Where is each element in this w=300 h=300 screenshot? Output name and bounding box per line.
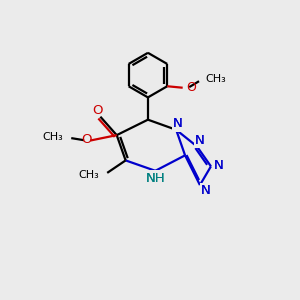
Text: N: N <box>200 184 210 197</box>
Text: NH: NH <box>146 172 166 185</box>
Text: N: N <box>172 117 182 130</box>
Text: CH₃: CH₃ <box>206 74 226 83</box>
Text: NH: NH <box>146 172 166 185</box>
Text: CH₃: CH₃ <box>42 132 63 142</box>
Text: O: O <box>187 81 196 94</box>
Text: O: O <box>81 134 92 146</box>
Text: N: N <box>200 184 210 197</box>
Text: N: N <box>195 134 205 147</box>
Text: N: N <box>172 117 182 130</box>
Text: N: N <box>214 159 223 172</box>
Text: CH₃: CH₃ <box>78 170 99 180</box>
Text: O: O <box>93 104 103 117</box>
Text: N: N <box>195 134 205 147</box>
Text: N: N <box>214 159 223 172</box>
